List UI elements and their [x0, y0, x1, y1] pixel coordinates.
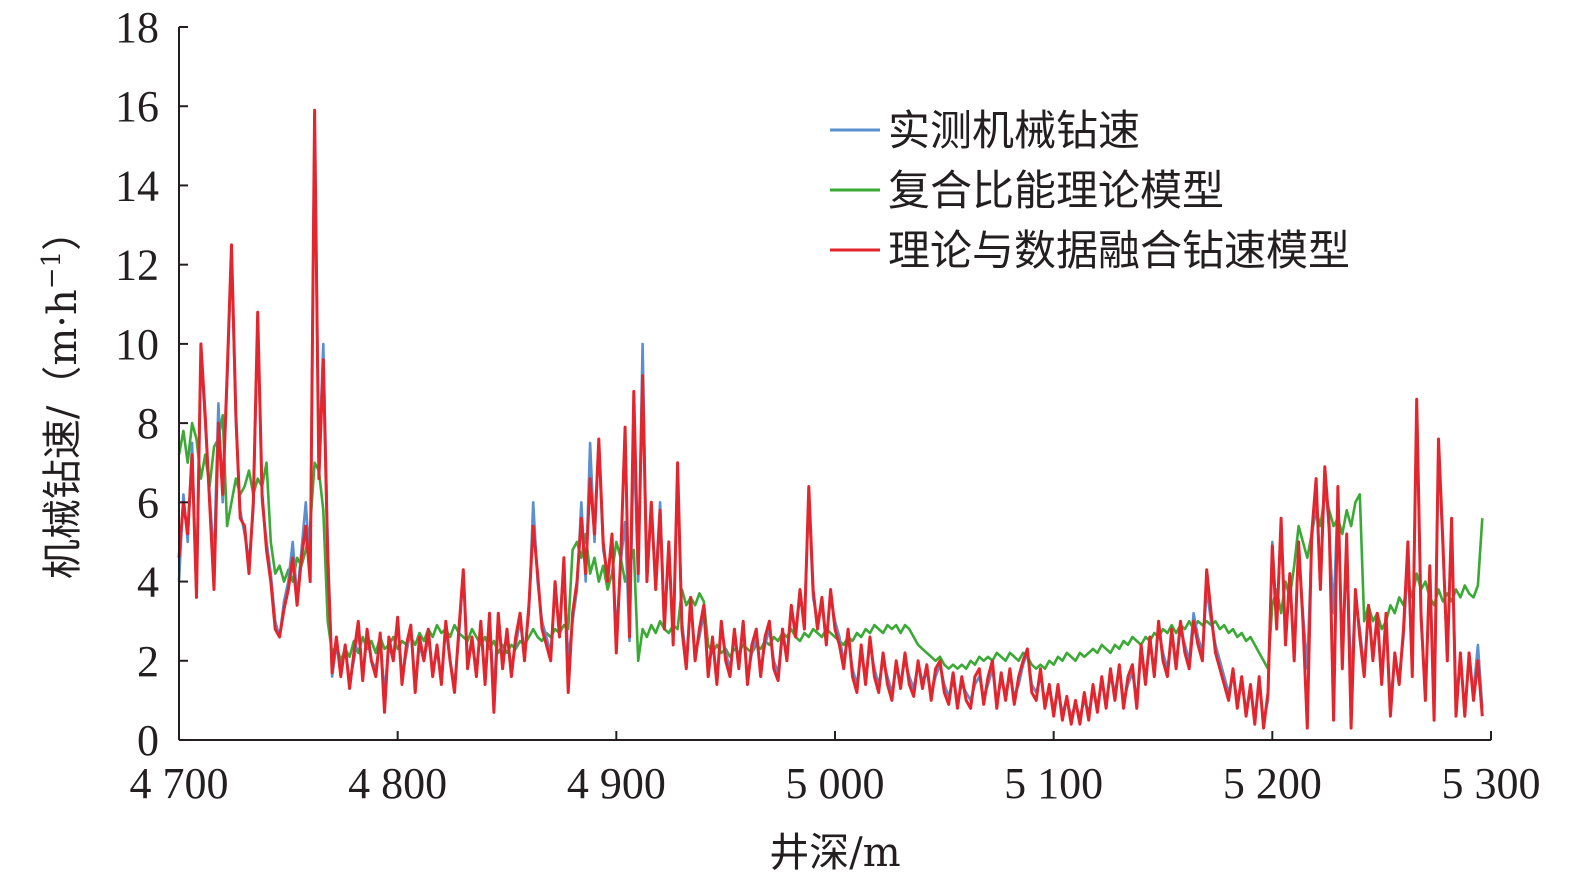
legend-label: 实测机械钻速 [888, 106, 1140, 155]
y-tick-label: 2 [137, 637, 159, 686]
x-ticks: 4 700 4 800 4 900 5 000 5 100 5 200 5 300 [130, 731, 1541, 808]
y-tick-label: 8 [137, 399, 159, 448]
legend-item-measured: 实测机械钻速 [830, 106, 1140, 155]
series-layer [177, 108, 1484, 730]
y-axis-title-exponent: −1 [37, 251, 67, 289]
x-axis-title: 井深/m [769, 830, 900, 876]
x-tick-label: 5 200 [1223, 759, 1322, 808]
x-tick-label: 4 800 [348, 759, 447, 808]
x-tick-label: 4 900 [567, 759, 666, 808]
legend-item-fusion-model: 理论与数据融合钻速模型 [830, 226, 1350, 275]
y-tick-label: 18 [115, 3, 159, 52]
y-tick-label: 14 [115, 161, 159, 210]
x-tick-label: 5 100 [1004, 759, 1103, 808]
y-axis-title-close: ） [40, 211, 86, 251]
y-tick-label: 6 [137, 478, 159, 527]
y-tick-label: 0 [137, 716, 159, 765]
y-axis-title: 机械钻速/（m·h−1） [37, 211, 86, 579]
series-fusion-model-line [177, 108, 1484, 730]
legend-label: 理论与数据融合钻速模型 [888, 226, 1350, 275]
x-tick-label: 5 000 [786, 759, 885, 808]
y-tick-label: 12 [115, 241, 159, 290]
y-tick-label: 4 [137, 558, 159, 607]
legend-item-energy-model: 复合比能理论模型 [830, 166, 1224, 215]
y-axis-title-main: 机械钻速/（m·h [40, 289, 86, 579]
y-ticks: 0 2 4 6 8 10 12 14 16 18 [115, 3, 188, 765]
y-tick-label: 10 [115, 320, 159, 369]
x-tick-label: 4 700 [130, 759, 229, 808]
x-tick-label: 5 300 [1442, 759, 1541, 808]
legend-label: 复合比能理论模型 [888, 166, 1224, 215]
y-tick-label: 16 [115, 82, 159, 131]
